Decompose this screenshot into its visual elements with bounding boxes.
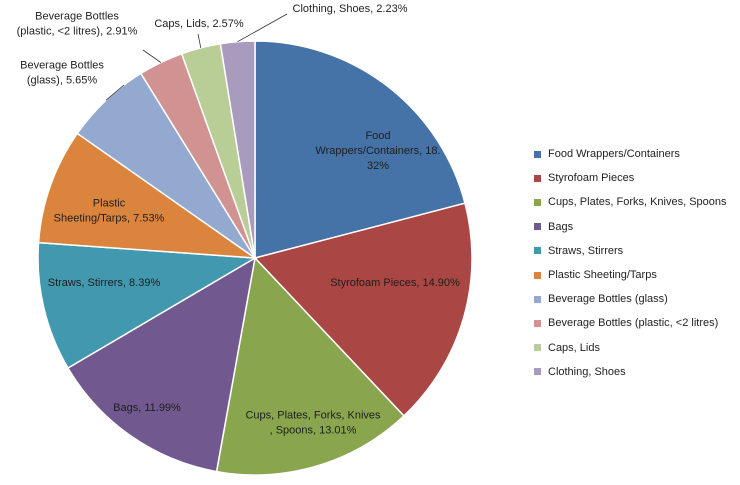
slice-label-9: Caps, Lids, 2.57% — [154, 18, 243, 30]
legend-swatch — [534, 295, 541, 303]
legend-item: Plastic Sheeting/Tarps — [534, 263, 740, 287]
slice-label-3: Cups, Plates, Forks, Knives, Spoons, 13.… — [245, 410, 381, 437]
legend-label: Beverage Bottles (glass) — [548, 293, 668, 306]
leader-line-7 — [105, 84, 125, 101]
legend-item: Straws, Stirrers — [534, 239, 740, 263]
chart-legend: Food Wrappers/Containers Styrofoam Pieces… — [534, 142, 740, 384]
legend-item: Beverage Bottles (glass) — [534, 287, 740, 311]
leader-line-8 — [142, 49, 162, 63]
pie-slices — [37, 40, 473, 476]
legend-item: Cups, Plates, Forks, Knives, Spoons — [534, 190, 740, 214]
legend-label: Caps, Lids — [548, 341, 600, 354]
legend-swatch — [534, 174, 541, 182]
legend-item: Bags — [534, 215, 740, 239]
legend-swatch — [534, 150, 541, 158]
leader-lines — [105, 13, 288, 101]
slice-label-2: Styrofoam Pieces, 14.90% — [330, 277, 460, 289]
leader-line-10 — [237, 13, 288, 43]
slice-label-5: Straws, Stirrers, 8.39% — [48, 277, 161, 289]
leader-line-9 — [197, 33, 202, 48]
legend-swatch — [534, 223, 541, 231]
legend-label: Food Wrappers/Containers — [548, 148, 680, 161]
legend-label: Cups, Plates, Forks, Knives, Spoons — [548, 196, 727, 209]
legend-swatch — [534, 319, 541, 327]
legend-label: Beverage Bottles (plastic, <2 litres) — [548, 317, 719, 330]
pie-slice-1 — [254, 40, 466, 259]
pie-slice-5 — [37, 241, 258, 370]
legend-item: Clothing, Shoes — [534, 360, 740, 384]
legend-label: Straws, Stirrers — [548, 244, 624, 257]
legend-label: Clothing, Shoes — [548, 365, 626, 378]
legend-swatch — [534, 247, 541, 255]
legend-swatch — [534, 271, 541, 279]
legend-item: Food Wrappers/Containers — [534, 142, 740, 166]
slice-label-8: Beverage Bottles (plastic, <2 litres), 2.… — [17, 11, 138, 38]
pie-slice-3 — [215, 256, 405, 476]
pie-slice-2 — [253, 202, 473, 417]
slice-label-4: Bags, 11.99% — [113, 402, 181, 414]
slice-label-6: Plastic Sheeting/Tarps, 7.53% — [54, 198, 165, 225]
slice-label-7: Beverage Bottles (glass), 5.65% — [20, 60, 104, 87]
legend-swatch — [534, 344, 541, 352]
legend-label: Bags — [548, 220, 574, 233]
data-labels: Food Wrappers/Containers, 18. 32% Styrofoam… — [17, 3, 460, 437]
legend-item: Styrofoam Pieces — [534, 166, 740, 190]
legend-label: Styrofoam Pieces — [548, 172, 635, 185]
slice-label-10: Clothing, Shoes, 2.23% — [293, 3, 408, 15]
legend-swatch — [534, 368, 541, 376]
legend-label: Plastic Sheeting/Tarps — [548, 269, 657, 282]
pie-slice-6 — [37, 132, 258, 259]
pie-slice-4 — [66, 256, 257, 473]
legend-item: Caps, Lids — [534, 336, 740, 360]
legend-item: Beverage Bottles (plastic, <2 litres) — [534, 311, 740, 335]
slice-label-1: Food Wrappers/Containers, 18. 32% — [315, 130, 440, 172]
legend-swatch — [534, 198, 541, 206]
